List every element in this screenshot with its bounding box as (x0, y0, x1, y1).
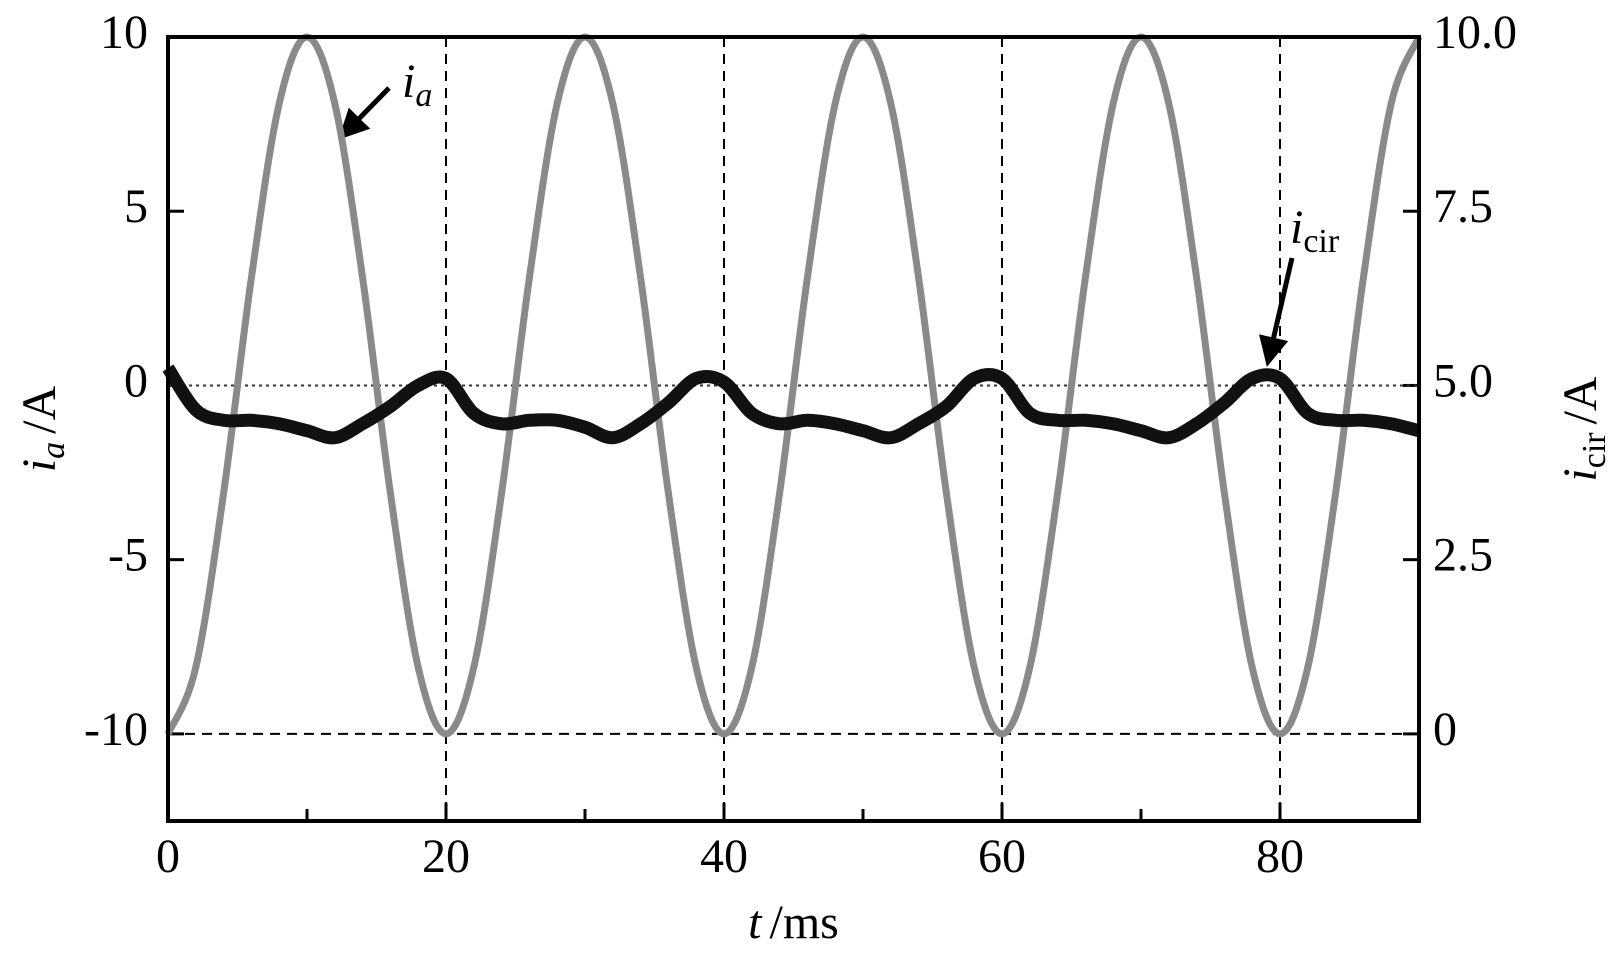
annotation-arrow (338, 86, 391, 140)
x-tick-label: 40 (700, 830, 748, 883)
y-axis-label-unit: /A (13, 385, 66, 433)
x-tick-label: 60 (978, 830, 1026, 883)
y-axis-label-var: i (13, 459, 66, 472)
x-axis-label-unit: /ms (769, 896, 838, 949)
y-tick-label: 0 (124, 354, 148, 407)
y2-axis-label-sub: cir (1576, 432, 1613, 469)
y-tick-label: 5 (124, 180, 148, 233)
series-line (164, 33, 1423, 738)
annotation-sub: cir (1303, 223, 1340, 260)
plot-frame (166, 35, 1421, 823)
y2-tick-label: 2.5 (1433, 529, 1493, 582)
y-axis-label-sub: a (35, 442, 72, 459)
annotation: ia (402, 55, 432, 114)
y-axis-label: ia/A (13, 385, 72, 472)
annotation: icir (1290, 201, 1340, 260)
x-tick-label: 80 (1256, 830, 1304, 883)
annotation-var: i (402, 55, 415, 108)
series-line (162, 364, 1421, 445)
y-tick-label: -10 (84, 703, 148, 756)
y2-tick-label: 7.5 (1433, 180, 1493, 233)
x-tick-label: 0 (156, 830, 180, 883)
y2-axis-label-unit: /A (1554, 376, 1607, 424)
x-axis-label: t/ms (748, 896, 839, 949)
y2-axis-label-var: i (1554, 468, 1607, 481)
y2-axis-label: icir/A (1554, 376, 1613, 482)
x-axis-label-var: t (748, 896, 763, 949)
x-tick-label: 20 (422, 830, 470, 883)
y2-tick-label: 0 (1433, 703, 1457, 756)
y-tick-label: -5 (108, 529, 148, 582)
annotation-sub: a (415, 77, 432, 114)
annotation-var: i (1290, 201, 1303, 254)
y2-tick-label: 5.0 (1433, 354, 1493, 407)
y2-tick-label: 10.0 (1433, 6, 1517, 59)
y-tick-label: 10 (100, 6, 148, 59)
